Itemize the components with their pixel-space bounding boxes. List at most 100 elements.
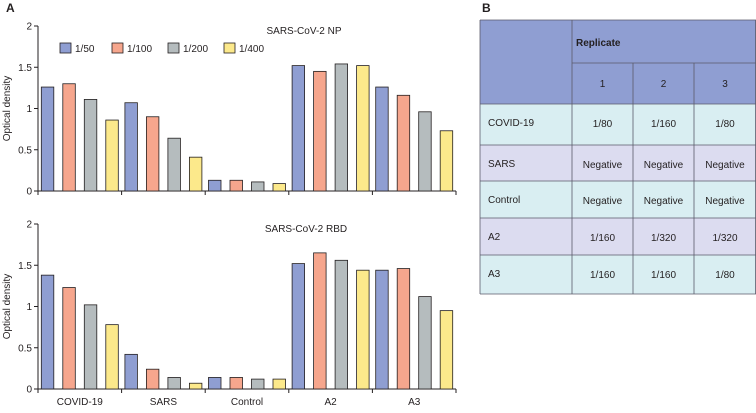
bar (418, 296, 432, 390)
panel-b-label: B (482, 1, 491, 15)
legend-label: 1/400 (239, 44, 264, 55)
legend-swatch (111, 42, 124, 54)
chart-rbd: 0 0.5 1 1.5 2 Optical density COVID-19 SARS Cont… (2, 220, 457, 408)
bar (334, 63, 349, 192)
table-cell: 1/160 (651, 270, 676, 281)
legend-label: 1/200 (183, 44, 208, 55)
bar (396, 94, 411, 192)
panel-a-label: A (6, 1, 15, 15)
table-cell: 1/160 (590, 233, 615, 244)
bar (83, 99, 98, 192)
bar (418, 111, 432, 192)
table-header-bg (480, 20, 756, 104)
chart-title: SARS-CoV-2 RBD (265, 224, 347, 235)
bar (375, 86, 389, 192)
bar (208, 179, 222, 192)
bar (229, 377, 243, 390)
table-row-label: Control (488, 195, 520, 206)
bar (167, 377, 181, 390)
y-tick-label: 0 (26, 187, 32, 198)
bar (124, 102, 138, 192)
bar (334, 259, 349, 390)
table-row-bg (480, 255, 756, 294)
x-tick-label: COVID-19 (57, 397, 104, 408)
bar (356, 269, 370, 390)
legend-swatch (59, 42, 72, 54)
bar (83, 304, 98, 390)
bar (396, 268, 411, 390)
bar (272, 183, 286, 192)
bar (251, 378, 265, 390)
table-column-header: 3 (722, 79, 728, 90)
table-row-label: A2 (488, 232, 501, 243)
table-cell: Negative (644, 160, 684, 171)
y-axis-label: Optical density (2, 76, 13, 142)
table-header-label: Replicate (576, 38, 621, 49)
chart-title: SARS-CoV-2 NP (266, 26, 341, 37)
bar (124, 353, 138, 390)
y-tick-label: 1 (26, 302, 32, 313)
bar (62, 83, 76, 192)
chart-np: 0 0.5 1 1.5 2 Optical density SARS-CoV-2 NP 1/5… (2, 22, 457, 198)
y-tick-label: 2 (26, 220, 32, 231)
bar (167, 137, 181, 192)
bar (105, 324, 119, 390)
x-tick-label: Control (231, 397, 263, 408)
table-cell: 1/320 (712, 233, 737, 244)
bar (229, 179, 243, 192)
x-tick-label: SARS (150, 397, 178, 408)
table-row-label: SARS (488, 159, 516, 170)
table-cell: Negative (705, 160, 745, 171)
table-row-label: A3 (488, 269, 501, 280)
bar (291, 65, 306, 192)
y-tick-label: 0.5 (18, 145, 32, 156)
x-tick-label: A2 (324, 397, 337, 408)
bar (208, 377, 222, 390)
bar (313, 70, 327, 192)
table-cell: Negative (583, 160, 623, 171)
bar (40, 86, 55, 192)
bar (40, 274, 55, 390)
replicate-table: Replicate 1 2 3 COVID-19 1/80 1/160 1/80 SARS Neg… (479, 19, 756, 295)
y-tick-label: 0 (26, 385, 32, 396)
table-column-header: 1 (600, 79, 606, 90)
table-cell: Negative (644, 196, 684, 207)
bar (105, 119, 119, 192)
table-cell: 1/80 (715, 270, 735, 281)
table-cell: 1/320 (651, 233, 676, 244)
legend-swatch (167, 42, 180, 54)
table-row-bg (480, 181, 756, 218)
bar (62, 287, 76, 390)
table-row-bg (480, 145, 756, 181)
legend-swatch (223, 42, 236, 54)
bar (188, 382, 203, 390)
bar (439, 310, 454, 390)
table-row-bg (480, 104, 756, 145)
x-tick-label: A3 (408, 397, 421, 408)
bar (356, 65, 370, 192)
y-axis-label: Optical density (2, 274, 13, 340)
table-row-label: COVID-19 (488, 118, 535, 129)
table-cell: Negative (705, 196, 745, 207)
bar (313, 252, 327, 390)
table-row-bg (480, 218, 756, 255)
legend-label: 1/100 (127, 44, 152, 55)
table-cell: 1/80 (715, 119, 735, 130)
bar (145, 368, 160, 390)
table-cell: 1/160 (590, 270, 615, 281)
y-tick-label: 2 (26, 22, 32, 33)
bar (375, 269, 389, 390)
bar (251, 181, 265, 192)
legend-label: 1/50 (75, 44, 95, 55)
bar (291, 263, 306, 390)
bar (145, 116, 160, 192)
table-cell: 1/80 (593, 119, 613, 130)
y-tick-label: 1.5 (18, 261, 32, 272)
table-column-header: 2 (661, 79, 667, 90)
y-tick-label: 0.5 (18, 343, 32, 354)
y-tick-label: 1.5 (18, 63, 32, 74)
bar (188, 156, 203, 192)
bar (272, 378, 286, 390)
